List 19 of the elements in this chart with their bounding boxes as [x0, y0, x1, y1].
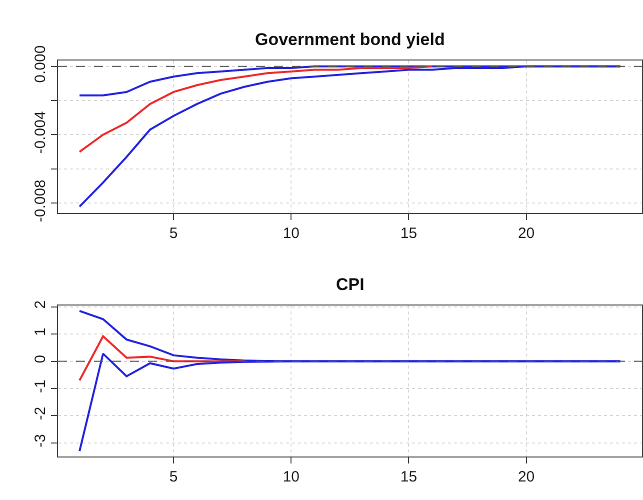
y-tick-label: 0.000 [32, 45, 49, 83]
y-tick-label: -0.004 [32, 111, 49, 154]
y-tick-label: -3 [32, 434, 49, 448]
x-tick-label: 20 [518, 225, 535, 242]
y-tick-label: -0.008 [32, 180, 49, 222]
x-tick-label: 20 [518, 468, 535, 486]
y-tick-label: 1 [32, 328, 49, 336]
x-tick-label: 15 [400, 468, 418, 486]
x-tick-label: 10 [282, 225, 300, 242]
y-tick-label: 0 [32, 354, 49, 364]
y-tick-label: -1 [32, 380, 49, 393]
y-tick-label: 2 [32, 300, 49, 309]
x-tick-label: 5 [169, 468, 178, 486]
y-tick-label: -2 [32, 406, 49, 420]
x-tick-label: 15 [400, 225, 418, 242]
x-tick-label: 5 [169, 225, 178, 242]
chart-title: Government bond yield [255, 30, 445, 49]
x-tick-label: 10 [282, 468, 300, 486]
chart-title: CPI [336, 275, 364, 294]
